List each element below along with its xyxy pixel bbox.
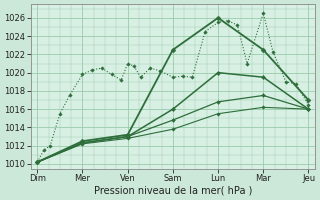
X-axis label: Pression niveau de la mer( hPa ): Pression niveau de la mer( hPa ): [94, 186, 252, 196]
